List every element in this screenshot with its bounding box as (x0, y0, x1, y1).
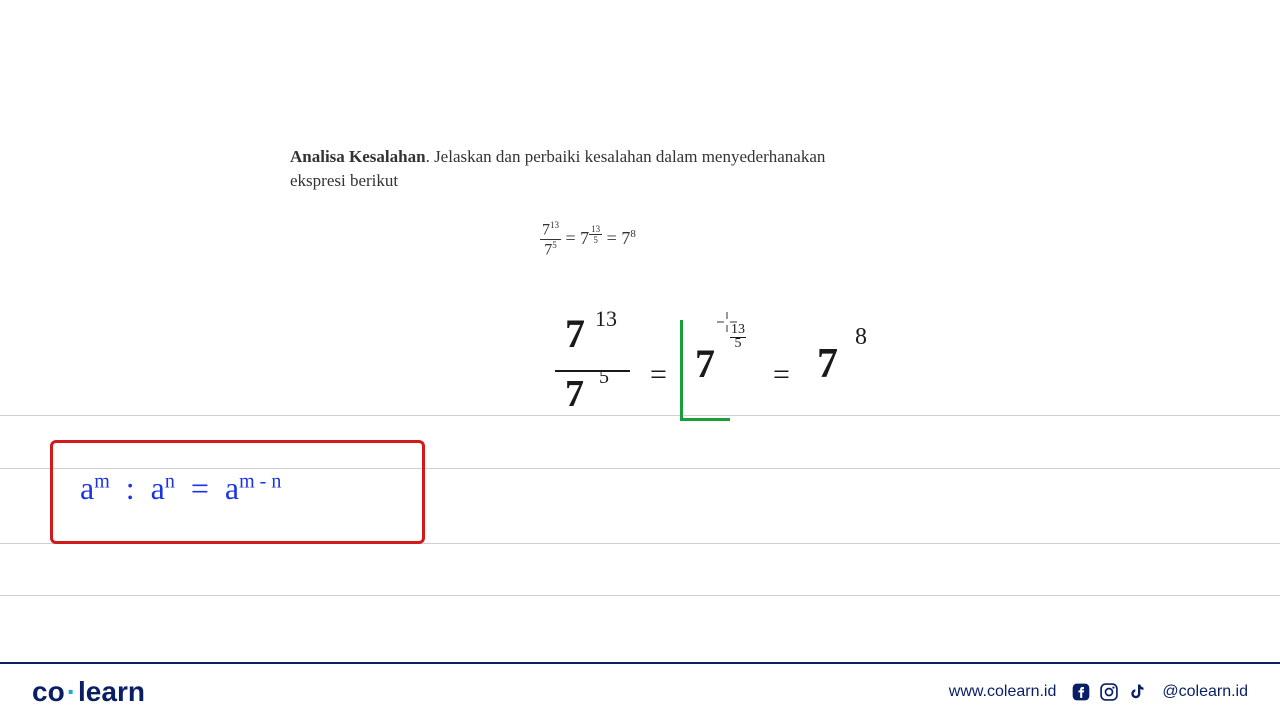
hand-seven-mid-exp: 13 5 (730, 324, 746, 350)
problem-formula: 713 75 = 7135 = 78 (540, 220, 636, 260)
facebook-icon (1070, 681, 1092, 703)
hand-frac-den-exp: 5 (599, 366, 609, 389)
instagram-icon (1098, 681, 1120, 703)
hand-seven-result-exp: 8 (855, 324, 867, 351)
problem-title-rest: . Jelaskan dan perbaiki kesalahan dalam … (426, 147, 826, 166)
hand-frac-denominator: 7 (565, 372, 584, 416)
hand-equals-2: = (773, 358, 790, 392)
hand-equals-1: = (650, 358, 667, 392)
problem-statement: Analisa Kesalahan. Jelaskan dan perbaiki… (290, 145, 825, 193)
footer: co·learn www.colearn.id @colearn.id (0, 662, 1280, 720)
hand-seven-result: 7 (817, 340, 838, 388)
problem-title-bold: Analisa Kesalahan (290, 147, 426, 166)
tiktok-icon (1126, 681, 1148, 703)
footer-right: www.colearn.id @colearn.id (949, 681, 1248, 703)
footer-handle: @colearn.id (1162, 683, 1248, 701)
rule-formula-text: am : an = am - n (80, 470, 281, 507)
hand-seven-mid: 7 (695, 340, 715, 387)
brand-logo: co·learn (32, 676, 145, 708)
hand-frac-numerator: 7 (565, 310, 585, 357)
footer-url: www.colearn.id (949, 683, 1057, 701)
hand-frac-num-exp: 13 (595, 306, 617, 332)
problem-line2: ekspresi berikut (290, 171, 398, 190)
social-icons (1070, 681, 1148, 703)
